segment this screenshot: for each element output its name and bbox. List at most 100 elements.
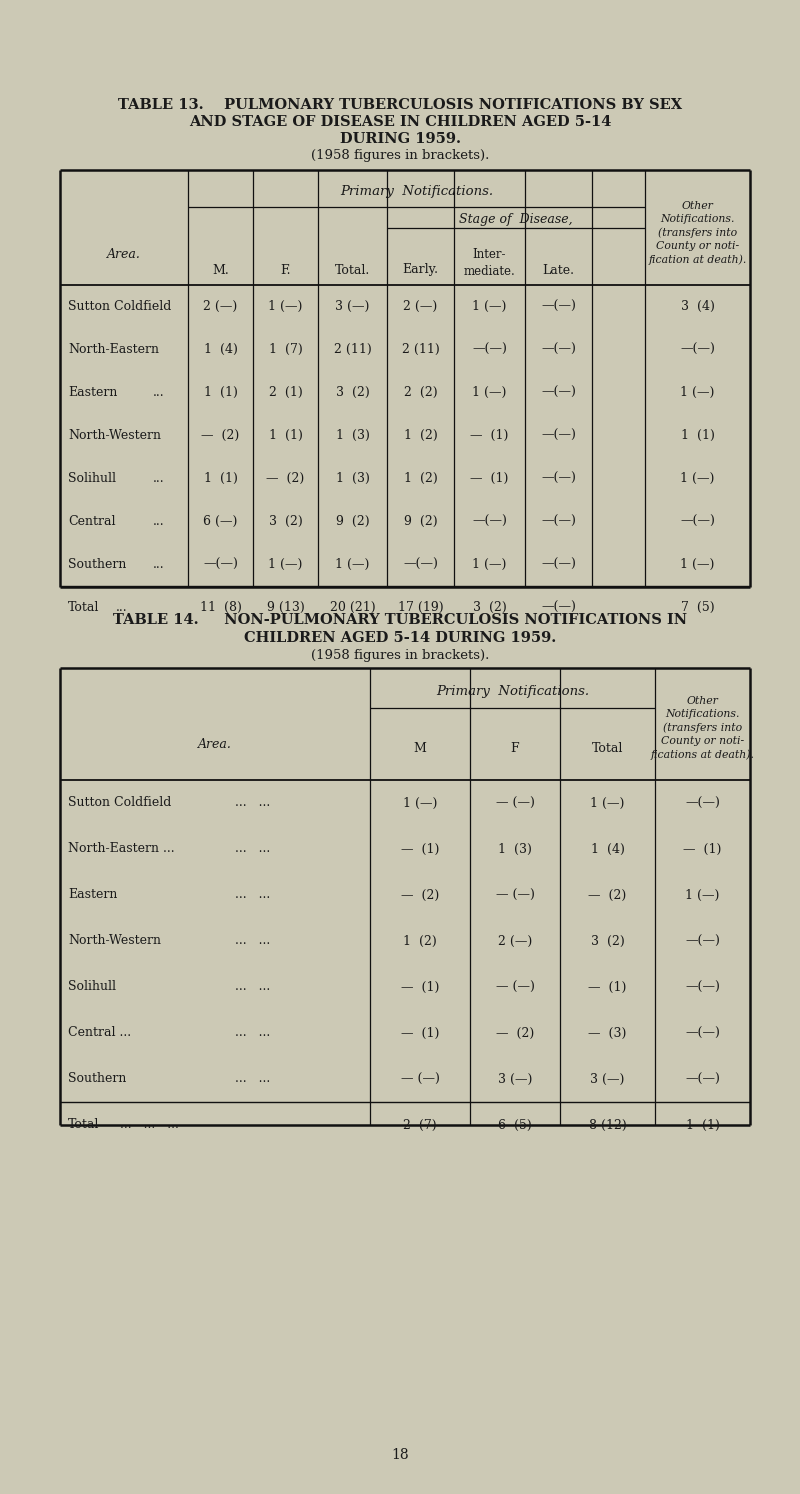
- Text: Primary  Notifications.: Primary Notifications.: [436, 684, 589, 698]
- Text: Total.: Total.: [335, 263, 370, 276]
- Text: Stage of  Disease,: Stage of Disease,: [459, 214, 573, 227]
- Text: DURING 1959.: DURING 1959.: [339, 131, 461, 146]
- Text: 1  (7): 1 (7): [269, 344, 302, 356]
- Text: 3  (2): 3 (2): [336, 385, 370, 399]
- Text: —(—): —(—): [403, 557, 438, 571]
- Text: 1 (—): 1 (—): [686, 889, 720, 901]
- Text: —  (2): — (2): [266, 472, 305, 486]
- Text: 9 (13): 9 (13): [266, 601, 304, 614]
- Text: —(—): —(—): [472, 515, 507, 527]
- Text: 1  (2): 1 (2): [404, 429, 438, 442]
- Text: 2  (2): 2 (2): [404, 385, 438, 399]
- Text: 9  (2): 9 (2): [336, 515, 370, 527]
- Text: —(—): —(—): [541, 429, 576, 442]
- Text: —  (2): — (2): [496, 1026, 534, 1040]
- Text: 7  (5): 7 (5): [681, 601, 714, 614]
- Text: 1  (3): 1 (3): [498, 843, 532, 856]
- Text: 3 (—): 3 (—): [498, 1073, 532, 1086]
- Text: M: M: [414, 741, 426, 754]
- Text: Total: Total: [592, 741, 623, 754]
- Text: —  (2): — (2): [588, 889, 626, 901]
- Text: F: F: [510, 741, 519, 754]
- Text: —  (3): — (3): [588, 1026, 626, 1040]
- Text: —(—): —(—): [680, 344, 715, 356]
- Text: —  (1): — (1): [401, 1026, 439, 1040]
- Text: ...   ...: ... ...: [235, 843, 270, 856]
- Text: Solihull: Solihull: [68, 472, 116, 486]
- Text: 1 (—): 1 (—): [268, 300, 302, 314]
- Text: 1 (—): 1 (—): [335, 557, 370, 571]
- Text: M.: M.: [212, 263, 229, 276]
- Text: —(—): —(—): [541, 557, 576, 571]
- Text: Central ...: Central ...: [68, 1026, 131, 1040]
- Text: Sutton Coldfield: Sutton Coldfield: [68, 300, 171, 314]
- Text: —(—): —(—): [685, 1026, 720, 1040]
- Text: ...   ...   ...: ... ... ...: [120, 1119, 179, 1131]
- Text: ...: ...: [116, 601, 128, 614]
- Text: Inter-
mediate.: Inter- mediate.: [464, 248, 515, 278]
- Text: (1958 figures in brackets).: (1958 figures in brackets).: [311, 149, 489, 163]
- Text: — (—): — (—): [495, 796, 534, 810]
- Text: North-Western: North-Western: [68, 429, 161, 442]
- Text: North-Western: North-Western: [68, 935, 161, 947]
- Text: 6 (—): 6 (—): [203, 515, 238, 527]
- Text: 8 (12): 8 (12): [589, 1119, 626, 1131]
- Text: 18: 18: [391, 1448, 409, 1463]
- Text: Early.: Early.: [402, 263, 438, 276]
- Text: 17 (19): 17 (19): [398, 601, 443, 614]
- Text: 1  (1): 1 (1): [681, 429, 714, 442]
- Text: ...   ...: ... ...: [235, 796, 270, 810]
- Text: —  (1): — (1): [683, 843, 722, 856]
- Text: Total: Total: [68, 1119, 99, 1131]
- Text: ...   ...: ... ...: [235, 1073, 270, 1086]
- Text: —(—): —(—): [541, 344, 576, 356]
- Text: —(—): —(—): [541, 300, 576, 314]
- Text: 1 (—): 1 (—): [268, 557, 302, 571]
- Text: 1 (—): 1 (—): [472, 557, 506, 571]
- Text: ...: ...: [153, 557, 165, 571]
- Text: 3  (2): 3 (2): [473, 601, 506, 614]
- Text: Total: Total: [68, 601, 99, 614]
- Text: 2  (1): 2 (1): [269, 385, 302, 399]
- Text: 9  (2): 9 (2): [404, 515, 438, 527]
- Text: 1  (2): 1 (2): [404, 472, 438, 486]
- Text: — (—): — (—): [401, 1073, 439, 1086]
- Text: 20 (21): 20 (21): [330, 601, 375, 614]
- Text: —  (2): — (2): [401, 889, 439, 901]
- Text: Southern: Southern: [68, 1073, 126, 1086]
- Text: Area.: Area.: [198, 738, 232, 751]
- Text: 1 (—): 1 (—): [472, 300, 506, 314]
- Text: Other
Notifications.
(transfers into
County or noti-
fication at death).: Other Notifications. (transfers into Cou…: [648, 200, 746, 266]
- Text: CHILDREN AGED 5-14 DURING 1959.: CHILDREN AGED 5-14 DURING 1959.: [244, 630, 556, 645]
- Text: 11  (8): 11 (8): [199, 601, 242, 614]
- Text: Sutton Coldfield: Sutton Coldfield: [68, 796, 171, 810]
- Text: 2 (11): 2 (11): [402, 344, 439, 356]
- Text: 1 (—): 1 (—): [472, 385, 506, 399]
- Text: —  (1): — (1): [470, 472, 509, 486]
- Text: 1  (1): 1 (1): [203, 385, 238, 399]
- Text: 1  (4): 1 (4): [203, 344, 238, 356]
- Text: ...   ...: ... ...: [235, 935, 270, 947]
- Text: Eastern: Eastern: [68, 889, 118, 901]
- Text: —  (2): — (2): [202, 429, 240, 442]
- Text: North-Eastern ...: North-Eastern ...: [68, 843, 174, 856]
- Text: ...   ...: ... ...: [235, 980, 270, 994]
- Text: 2 (—): 2 (—): [203, 300, 238, 314]
- Text: ...: ...: [153, 472, 165, 486]
- Text: —(—): —(—): [685, 935, 720, 947]
- Text: 6  (5): 6 (5): [498, 1119, 532, 1131]
- Text: 1  (1): 1 (1): [203, 472, 238, 486]
- Text: 1 (—): 1 (—): [680, 385, 714, 399]
- Text: 2 (—): 2 (—): [403, 300, 438, 314]
- Text: 2  (7): 2 (7): [403, 1119, 437, 1131]
- Text: —(—): —(—): [685, 1073, 720, 1086]
- Text: —  (1): — (1): [470, 429, 509, 442]
- Text: Eastern: Eastern: [68, 385, 118, 399]
- Text: TABLE 14.     NON-PULMONARY TUBERCULOSIS NOTIFICATIONS IN: TABLE 14. NON-PULMONARY TUBERCULOSIS NOT…: [113, 613, 687, 627]
- Text: 1  (3): 1 (3): [335, 429, 370, 442]
- Text: —  (1): — (1): [401, 980, 439, 994]
- Text: 1  (3): 1 (3): [335, 472, 370, 486]
- Text: Central: Central: [68, 515, 115, 527]
- Text: —(—): —(—): [541, 515, 576, 527]
- Text: 1  (1): 1 (1): [686, 1119, 719, 1131]
